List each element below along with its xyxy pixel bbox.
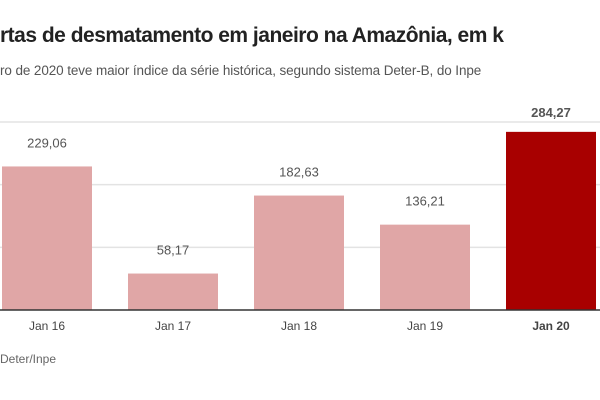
x-tick-label: Jan 19 <box>407 319 443 333</box>
data-label: 284,27 <box>531 105 571 120</box>
bar-jan-20 <box>506 131 596 310</box>
chart-subtitle: ro de 2020 teve maior índice da série hi… <box>0 63 482 78</box>
x-tick-label: Jan 18 <box>281 319 317 333</box>
data-label: 136,21 <box>405 194 445 209</box>
source-note: Deter/Inpe <box>0 352 57 366</box>
data-label: 229,06 <box>27 135 67 150</box>
x-tick-label: Jan 16 <box>29 319 65 333</box>
chart-title: rtas de desmatamento em janeiro na Amazô… <box>0 24 504 47</box>
bar-jan-17 <box>128 273 218 310</box>
x-tick-label: Jan 20 <box>532 319 570 333</box>
bar-jan-18 <box>254 195 344 310</box>
bar-jan-16 <box>2 166 92 310</box>
data-label: 182,63 <box>279 165 319 180</box>
data-label: 58,17 <box>157 243 190 258</box>
x-tick-label: Jan 17 <box>155 319 191 333</box>
bar-jan-19 <box>380 224 470 310</box>
